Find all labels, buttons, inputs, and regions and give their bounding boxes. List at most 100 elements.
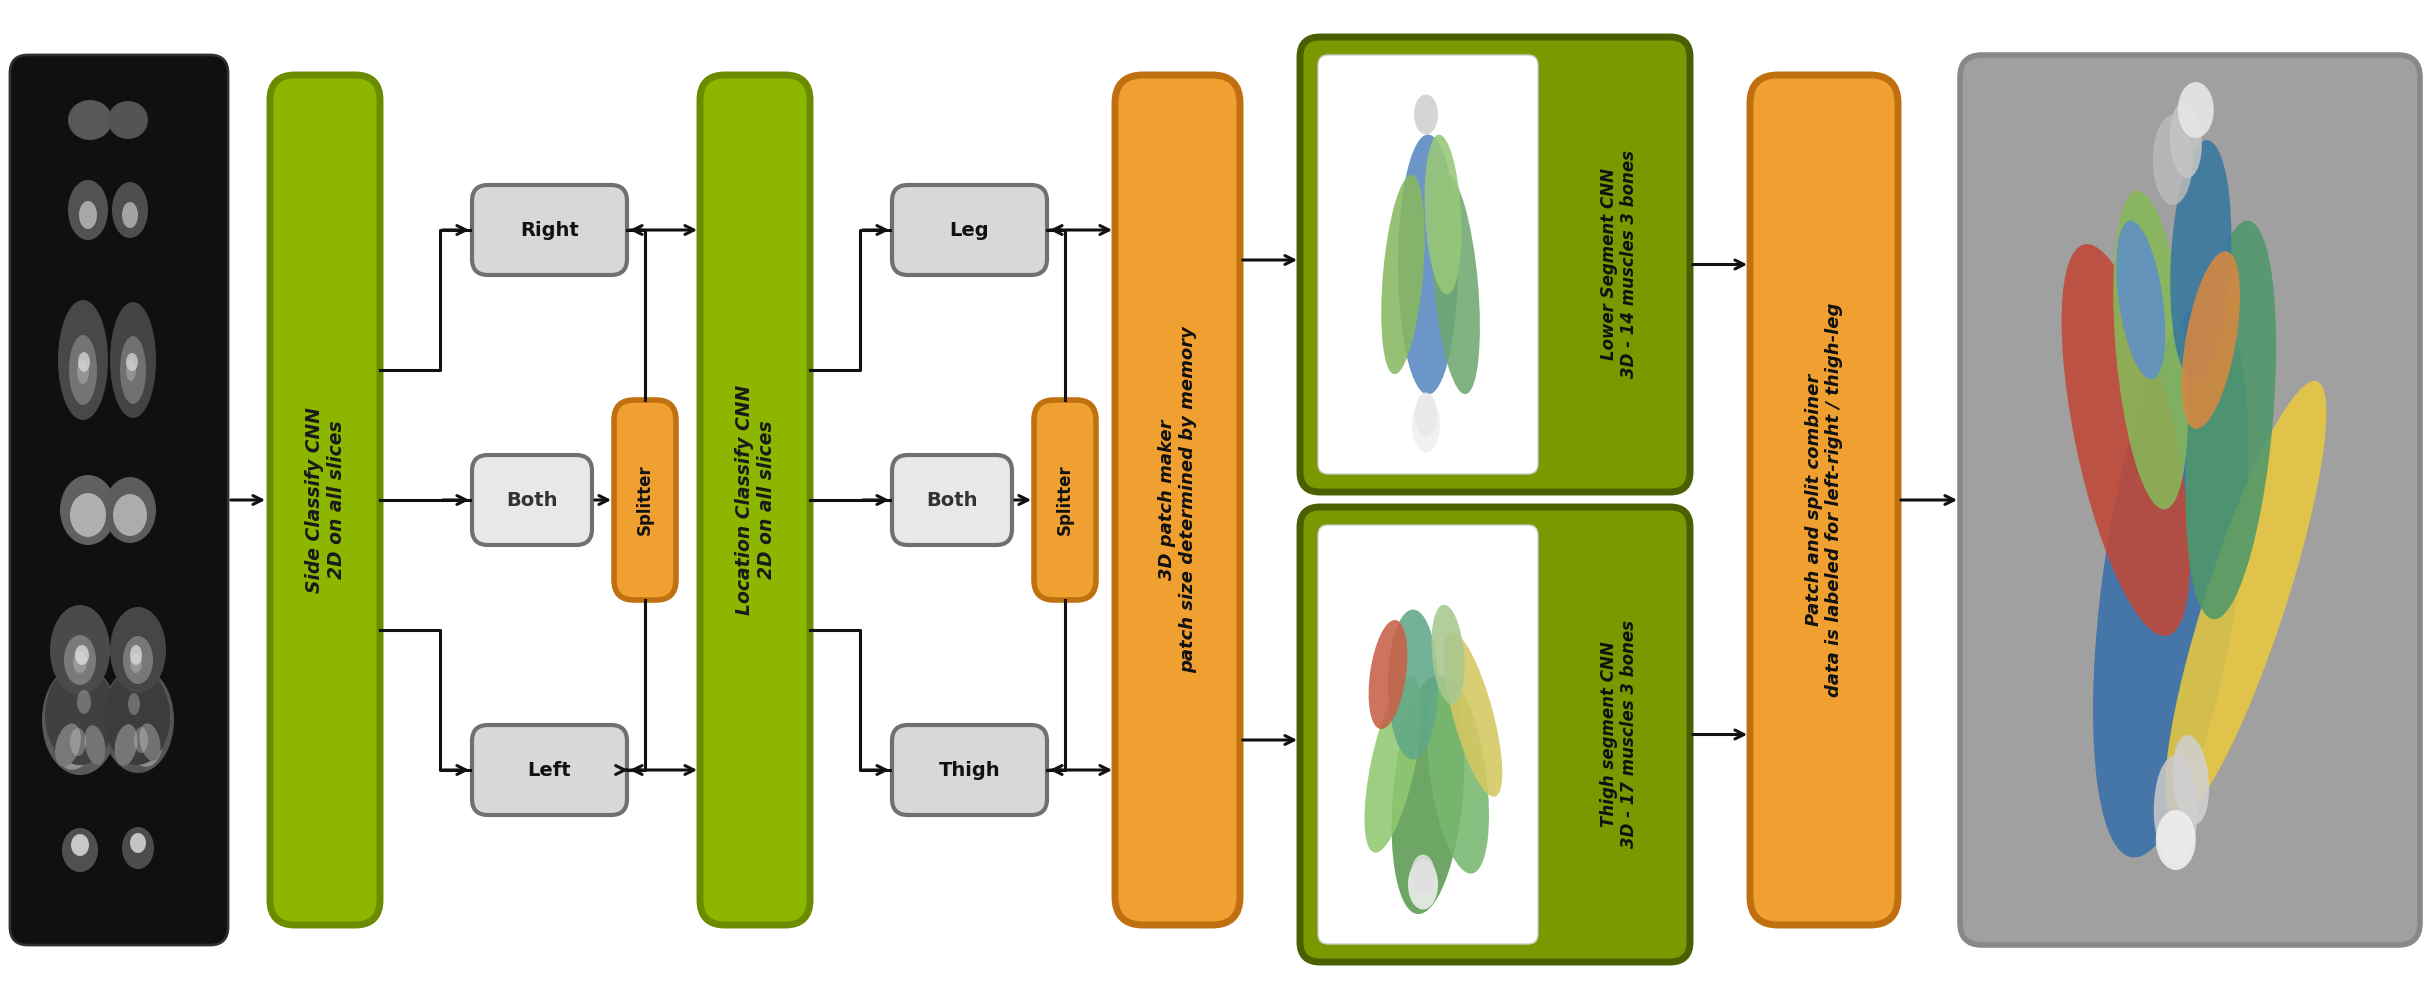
Ellipse shape <box>2153 755 2197 865</box>
FancyBboxPatch shape <box>270 75 380 925</box>
Text: Right: Right <box>521 221 580 239</box>
Ellipse shape <box>112 494 146 536</box>
Ellipse shape <box>73 713 90 737</box>
FancyBboxPatch shape <box>1301 507 1691 962</box>
Ellipse shape <box>139 723 161 761</box>
Ellipse shape <box>68 180 107 240</box>
FancyBboxPatch shape <box>473 725 626 815</box>
Ellipse shape <box>2183 251 2241 429</box>
Ellipse shape <box>78 201 97 229</box>
Ellipse shape <box>1364 676 1423 853</box>
Ellipse shape <box>114 724 136 766</box>
Ellipse shape <box>129 645 141 665</box>
Text: Splitter: Splitter <box>636 465 653 535</box>
Text: Both: Both <box>507 490 558 510</box>
FancyBboxPatch shape <box>892 725 1047 815</box>
Ellipse shape <box>107 101 149 139</box>
Ellipse shape <box>2170 102 2202 178</box>
Ellipse shape <box>2178 82 2214 138</box>
Ellipse shape <box>76 645 90 665</box>
Ellipse shape <box>54 710 95 770</box>
Ellipse shape <box>51 605 110 695</box>
Ellipse shape <box>1410 854 1435 894</box>
Ellipse shape <box>68 335 97 405</box>
FancyBboxPatch shape <box>892 185 1047 275</box>
Ellipse shape <box>2185 221 2275 619</box>
Text: Side Classify CNN
2D on all slices: Side Classify CNN 2D on all slices <box>304 407 346 593</box>
Text: Patch and split combiner
data is labeled for left-right / thigh-leg: Patch and split combiner data is labeled… <box>1805 303 1844 697</box>
Ellipse shape <box>1369 620 1408 729</box>
Ellipse shape <box>2173 735 2209 825</box>
Ellipse shape <box>85 725 105 765</box>
Ellipse shape <box>78 690 90 714</box>
Ellipse shape <box>117 675 151 729</box>
FancyBboxPatch shape <box>892 455 1011 545</box>
Ellipse shape <box>129 693 139 715</box>
FancyBboxPatch shape <box>1033 400 1096 600</box>
Ellipse shape <box>1381 175 1425 374</box>
Ellipse shape <box>129 833 146 853</box>
Ellipse shape <box>2170 140 2231 380</box>
Ellipse shape <box>122 827 153 869</box>
FancyBboxPatch shape <box>1318 55 1537 474</box>
Ellipse shape <box>2153 115 2192 205</box>
Ellipse shape <box>68 100 112 140</box>
Text: Leg: Leg <box>950 221 989 239</box>
Text: 3D patch maker
patch size determined by memory: 3D patch maker patch size determined by … <box>1157 327 1196 673</box>
Ellipse shape <box>63 635 95 685</box>
Ellipse shape <box>2117 221 2166 379</box>
Ellipse shape <box>122 636 153 684</box>
Ellipse shape <box>61 828 97 872</box>
Ellipse shape <box>127 359 136 381</box>
FancyBboxPatch shape <box>1961 55 2419 945</box>
Ellipse shape <box>78 360 90 384</box>
FancyBboxPatch shape <box>1116 75 1240 925</box>
FancyBboxPatch shape <box>473 455 592 545</box>
FancyBboxPatch shape <box>1301 37 1691 492</box>
Ellipse shape <box>2093 303 2248 857</box>
Ellipse shape <box>2166 381 2326 819</box>
FancyBboxPatch shape <box>1318 525 1537 944</box>
FancyBboxPatch shape <box>473 185 626 275</box>
Ellipse shape <box>58 300 107 420</box>
FancyBboxPatch shape <box>699 75 811 925</box>
Ellipse shape <box>61 475 117 545</box>
Ellipse shape <box>1427 675 1488 874</box>
Ellipse shape <box>1425 135 1462 294</box>
Ellipse shape <box>124 709 163 767</box>
Text: Both: Both <box>926 490 977 510</box>
Text: Lower Segment CNN
3D - 14 muscles 3 bones: Lower Segment CNN 3D - 14 muscles 3 bone… <box>1600 150 1639 378</box>
Ellipse shape <box>110 302 156 418</box>
Text: Left: Left <box>529 760 572 780</box>
Text: Thigh: Thigh <box>938 760 1001 780</box>
Ellipse shape <box>102 667 173 773</box>
Text: Location Classify CNN
2D on all slices: Location Classify CNN 2D on all slices <box>736 385 775 615</box>
Ellipse shape <box>122 202 139 228</box>
Ellipse shape <box>1415 392 1437 436</box>
Ellipse shape <box>134 727 149 753</box>
Ellipse shape <box>129 653 141 673</box>
Ellipse shape <box>1432 175 1481 394</box>
Ellipse shape <box>56 724 80 766</box>
FancyBboxPatch shape <box>1749 75 1898 925</box>
Ellipse shape <box>2061 244 2190 636</box>
Ellipse shape <box>2114 191 2188 509</box>
Ellipse shape <box>1398 134 1459 394</box>
Ellipse shape <box>110 607 166 693</box>
Ellipse shape <box>1445 632 1503 797</box>
Ellipse shape <box>44 665 114 765</box>
Ellipse shape <box>2156 810 2195 870</box>
FancyBboxPatch shape <box>614 400 677 600</box>
Ellipse shape <box>1432 605 1464 704</box>
Text: Splitter: Splitter <box>1055 465 1074 535</box>
Ellipse shape <box>119 336 146 404</box>
Ellipse shape <box>112 182 149 238</box>
Ellipse shape <box>71 728 85 756</box>
Ellipse shape <box>129 714 144 736</box>
FancyBboxPatch shape <box>12 57 227 943</box>
Ellipse shape <box>1413 396 1440 452</box>
Ellipse shape <box>1408 859 1437 910</box>
Ellipse shape <box>1391 675 1464 914</box>
Ellipse shape <box>105 669 171 765</box>
FancyBboxPatch shape <box>10 55 229 945</box>
